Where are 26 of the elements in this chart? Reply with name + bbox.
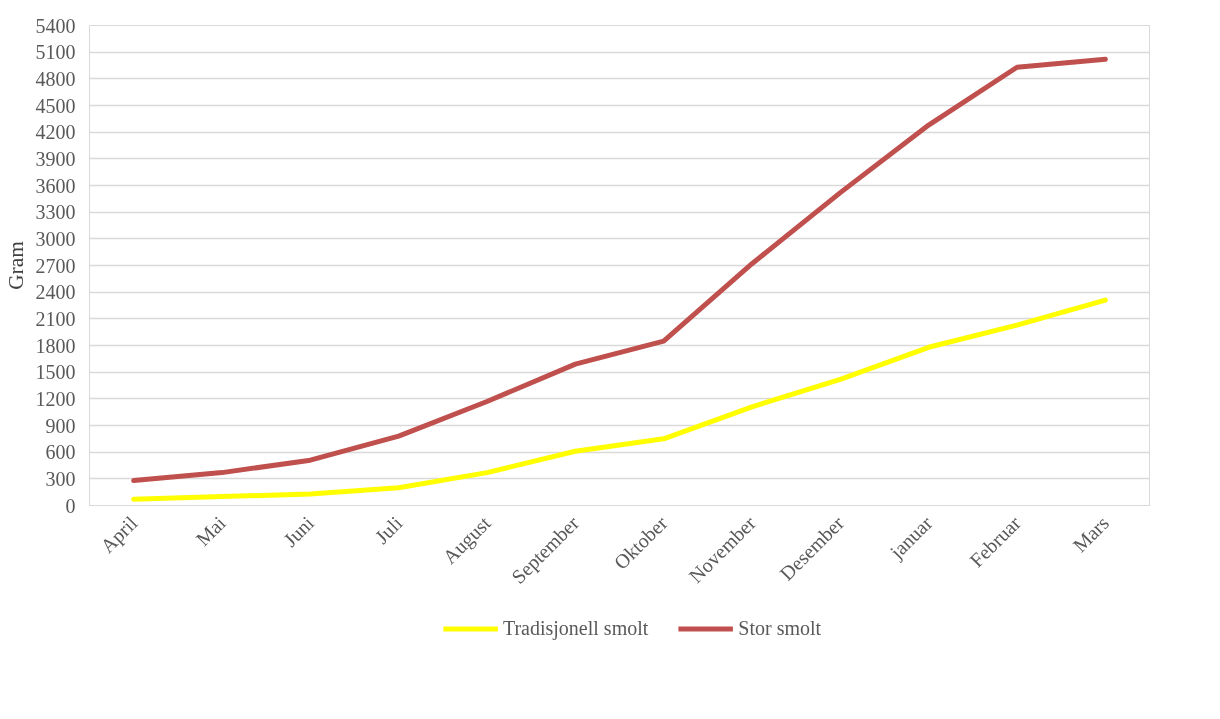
y-tick-label: 3900 xyxy=(35,147,76,170)
y-tick-label: 4200 xyxy=(35,121,76,144)
y-tick-label: 2700 xyxy=(35,254,76,277)
y-tick-label: 3600 xyxy=(35,174,76,197)
y-tick-label: 0 xyxy=(65,494,76,517)
y-tick-label: 5400 xyxy=(35,14,76,37)
y-tick-label: 900 xyxy=(45,414,76,437)
y-tick-label: 4800 xyxy=(35,67,76,90)
y-tick-label: 300 xyxy=(45,467,76,490)
y-tick-label: 1200 xyxy=(35,387,76,410)
y-tick-label: 3300 xyxy=(35,201,76,224)
y-tick-label: 1800 xyxy=(35,334,76,357)
y-axis-title: Gram xyxy=(3,240,28,290)
legend-label: Stor smolt xyxy=(738,616,822,640)
y-tick-label: 1500 xyxy=(35,361,76,384)
x-tick-label: Mars xyxy=(1068,511,1114,557)
legend-label: Tradisjonell smolt xyxy=(502,616,649,640)
x-tick-label: Juli xyxy=(370,511,407,548)
y-tick-label: 3000 xyxy=(35,227,76,250)
y-tick-label: 600 xyxy=(45,441,76,464)
x-tick-label: Juni xyxy=(278,511,319,551)
x-tick-label: Mai xyxy=(191,511,231,551)
y-tick-label: 2400 xyxy=(35,281,76,304)
y-tick-label: 2100 xyxy=(35,307,76,330)
y-tick-label: 5100 xyxy=(35,41,76,64)
y-tick-label: 4500 xyxy=(35,94,76,117)
